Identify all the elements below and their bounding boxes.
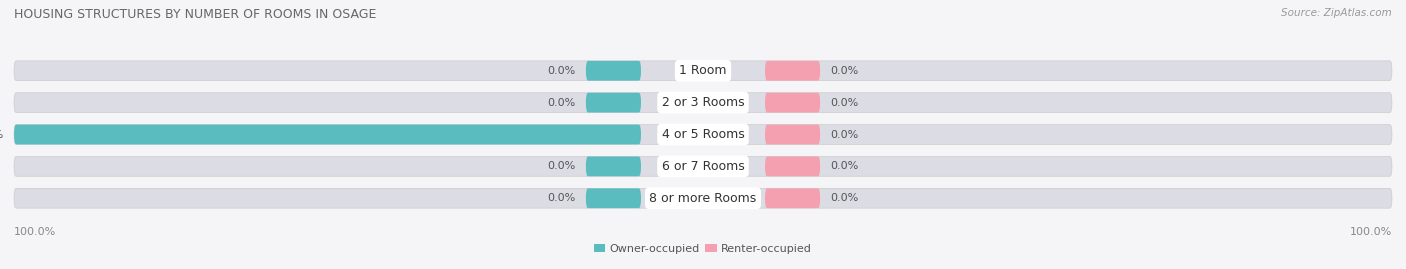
FancyBboxPatch shape <box>586 61 641 81</box>
FancyBboxPatch shape <box>586 93 641 112</box>
FancyBboxPatch shape <box>586 157 641 176</box>
Text: 6 or 7 Rooms: 6 or 7 Rooms <box>662 160 744 173</box>
FancyBboxPatch shape <box>14 125 641 144</box>
FancyBboxPatch shape <box>14 125 1392 144</box>
FancyBboxPatch shape <box>14 93 1392 112</box>
Text: 0.0%: 0.0% <box>831 129 859 140</box>
FancyBboxPatch shape <box>765 61 820 81</box>
Text: 0.0%: 0.0% <box>831 66 859 76</box>
Text: 0.0%: 0.0% <box>831 193 859 203</box>
Text: HOUSING STRUCTURES BY NUMBER OF ROOMS IN OSAGE: HOUSING STRUCTURES BY NUMBER OF ROOMS IN… <box>14 8 377 21</box>
Text: 0.0%: 0.0% <box>547 98 575 108</box>
FancyBboxPatch shape <box>586 188 641 208</box>
FancyBboxPatch shape <box>765 188 820 208</box>
Text: 0.0%: 0.0% <box>831 161 859 171</box>
Text: 0.0%: 0.0% <box>547 161 575 171</box>
Text: 100.0%: 100.0% <box>0 129 4 140</box>
FancyBboxPatch shape <box>14 157 1392 176</box>
Text: 0.0%: 0.0% <box>547 193 575 203</box>
Text: 4 or 5 Rooms: 4 or 5 Rooms <box>662 128 744 141</box>
FancyBboxPatch shape <box>14 188 1392 208</box>
Text: 100.0%: 100.0% <box>14 227 56 237</box>
FancyBboxPatch shape <box>765 93 820 112</box>
Legend: Owner-occupied, Renter-occupied: Owner-occupied, Renter-occupied <box>589 239 817 258</box>
Text: 0.0%: 0.0% <box>831 98 859 108</box>
FancyBboxPatch shape <box>765 125 820 144</box>
Text: 0.0%: 0.0% <box>547 66 575 76</box>
FancyBboxPatch shape <box>765 157 820 176</box>
FancyBboxPatch shape <box>14 61 1392 81</box>
Text: 8 or more Rooms: 8 or more Rooms <box>650 192 756 205</box>
Text: 1 Room: 1 Room <box>679 64 727 77</box>
Text: 100.0%: 100.0% <box>1350 227 1392 237</box>
Text: Source: ZipAtlas.com: Source: ZipAtlas.com <box>1281 8 1392 18</box>
Text: 2 or 3 Rooms: 2 or 3 Rooms <box>662 96 744 109</box>
